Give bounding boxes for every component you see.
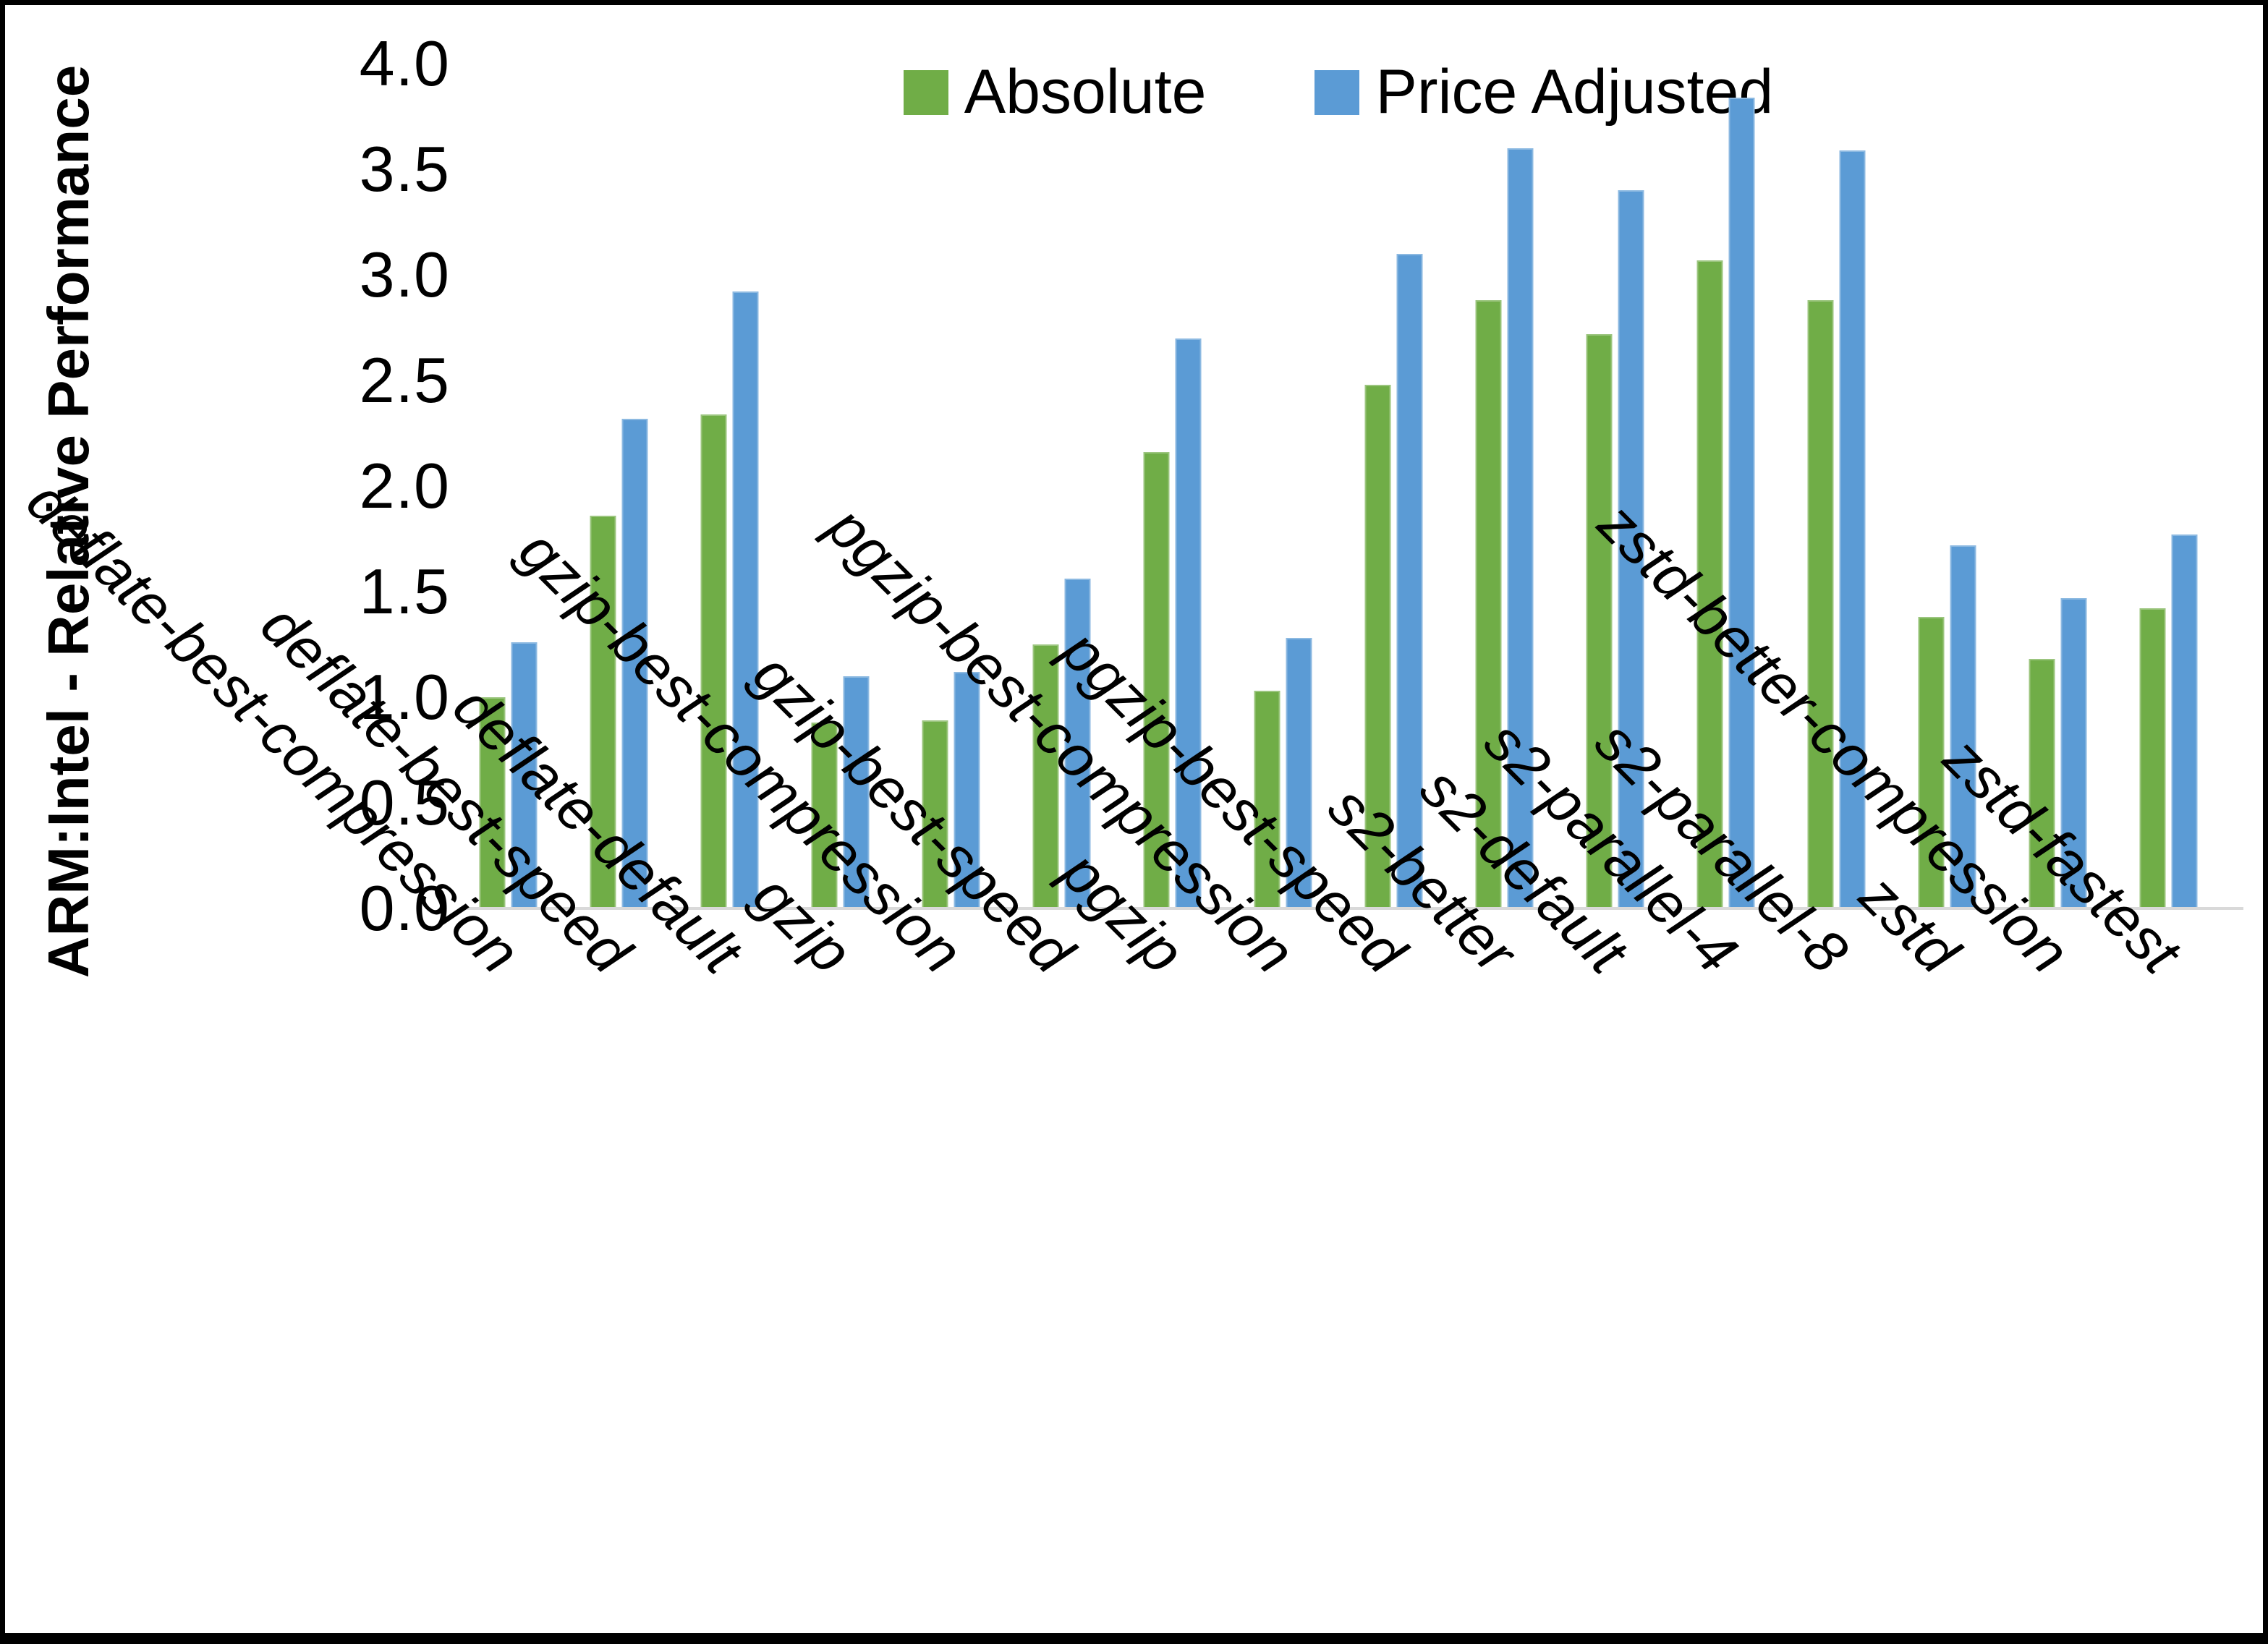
bar-group-deflate-default: [677, 64, 788, 908]
bar-price-adjusted: [511, 642, 538, 908]
bar-group-gzip-best-speed: [1009, 64, 1120, 908]
bar-price-adjusted: [954, 671, 980, 908]
legend: Absolute Price Adjusted: [459, 56, 2217, 128]
y-tick-label-1.5: 1.5: [359, 555, 450, 627]
bar-group-s2-default: [1563, 64, 1673, 908]
y-tick-label-4.0: 4.0: [359, 27, 450, 99]
y-tick-label-2.0: 2.0: [359, 450, 450, 521]
bar-price-adjusted: [1286, 638, 1312, 908]
y-tick-label-0.5: 0.5: [359, 767, 450, 838]
x-axis-baseline: [459, 907, 2243, 910]
bar-absolute: [1254, 691, 1280, 908]
bar-price-adjusted: [1507, 148, 1534, 908]
bar-price-adjusted: [843, 676, 870, 908]
bar-absolute: [811, 723, 838, 908]
bar-group-s2-parallel-4: [1673, 64, 1784, 908]
y-tick-label-3.0: 3.0: [359, 239, 450, 310]
bar-price-adjusted: [621, 418, 648, 908]
bar-absolute: [922, 720, 948, 908]
bar-price-adjusted: [1064, 579, 1091, 908]
legend-label: Price Adjusted: [1375, 57, 1774, 127]
bar-absolute: [1807, 300, 1834, 908]
bar-price-adjusted: [1396, 253, 1423, 908]
bar-price-adjusted: [2171, 534, 2198, 908]
bar-absolute: [1143, 452, 1170, 908]
bar-price-adjusted: [2060, 597, 2087, 908]
bar-group-gzip-best-compression: [899, 64, 1009, 908]
bar-price-adjusted: [732, 291, 759, 908]
bar-price-adjusted: [1839, 150, 1866, 908]
legend-swatch-icon: [1314, 69, 1360, 115]
y-tick-label-0.0: 0.0: [359, 872, 450, 944]
bar-absolute: [1918, 617, 1945, 908]
y-tick-label-2.5: 2.5: [359, 344, 450, 416]
bar-absolute: [2029, 659, 2055, 908]
bar-absolute: [700, 414, 727, 908]
legend-item-1: Price Adjusted: [1314, 56, 1773, 128]
bar-price-adjusted: [1728, 97, 1755, 908]
bar-price-adjusted: [1618, 190, 1644, 908]
bar-group-deflate-best-compression: [456, 64, 566, 908]
bar-absolute: [590, 515, 616, 908]
legend-swatch-icon: [903, 69, 948, 115]
bar-group-pgzip-best-compression: [1231, 64, 1341, 908]
bar-price-adjusted: [1175, 338, 1202, 908]
bar-absolute: [1586, 333, 1613, 908]
legend-label: Absolute: [964, 57, 1207, 127]
bar-absolute: [2139, 608, 2166, 908]
bar-absolute: [1696, 260, 1723, 908]
bar-group-pgzip: [1120, 64, 1231, 908]
bar-group-zstd-better-compression: [2005, 64, 2116, 908]
bar-price-adjusted: [1950, 545, 1976, 908]
y-tick-label-3.5: 3.5: [359, 133, 450, 205]
bar-absolute: [479, 697, 506, 908]
bar-absolute: [1032, 644, 1059, 908]
y-tick-label-1.0: 1.0: [359, 661, 450, 733]
legend-item-0: Absolute: [903, 56, 1207, 128]
bar-absolute: [1364, 384, 1391, 908]
bar-group-deflate-best-speed: [566, 64, 677, 908]
bar-group-zstd: [1895, 64, 2005, 908]
bar-group-gzip: [788, 64, 899, 908]
bar-group-s2-parallel-8: [1784, 64, 1895, 908]
bar-group-zstd-fastest: [2116, 64, 2227, 908]
bar-group-pgzip-best-speed: [1341, 64, 1452, 908]
bar-group-s2-better: [1452, 64, 1563, 908]
plot-area: [459, 64, 2217, 908]
bar-absolute: [1475, 300, 1502, 908]
